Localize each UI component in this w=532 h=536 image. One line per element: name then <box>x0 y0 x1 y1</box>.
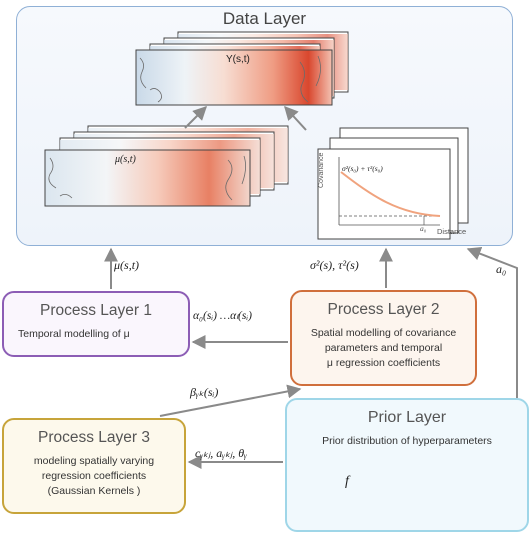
y-map-label: Y(s,t) <box>226 54 250 65</box>
process-layer-3-description: modeling spatially varying regression co… <box>4 454 184 499</box>
edge-label-prior-params: cᵧₖⱼ, aᵧₖⱼ, θᵧ <box>195 446 247 460</box>
process-layer-1-title: Process Layer 1 <box>40 302 152 319</box>
edge-label-sigma-tau: σ²(s), τ²(s) <box>310 258 359 272</box>
y-map-front <box>135 49 333 106</box>
variogram-curve <box>340 171 441 217</box>
variogram-ylabel: Covariance <box>318 152 325 188</box>
arrow-variogram-to-y <box>284 105 307 131</box>
process-layer-3-desc-line: modeling spatially varying <box>33 455 155 467</box>
process-layer-3-desc-line: (Gaussian Kernels ) <box>47 485 141 497</box>
edge-label-a0: a₀ <box>496 262 507 276</box>
prior-layer-description: Prior distribution of hyperparameters <box>322 435 492 447</box>
edge-label-alpha: α₀(sᵢ) …αₗ(sᵢ) <box>193 310 252 322</box>
process-layer-1-description: Temporal modelling of μ <box>18 328 130 340</box>
density-label: f <box>345 474 349 489</box>
mu-map-front <box>44 149 251 207</box>
process-layer-1-box: Process Layer 1 Temporal modelling of μ <box>2 291 190 357</box>
process-layer-3-box: Process Layer 3 modeling spatially varyi… <box>2 418 186 514</box>
variogram-tick-label: a₀ <box>420 224 427 233</box>
process-layer-2-desc-line: parameters and temporal <box>324 342 443 354</box>
process-layer-3-title: Process Layer 3 <box>38 429 150 446</box>
process-layer-3-desc-line: regression coefficients <box>41 470 147 482</box>
variogram-curve-label: σ²(s₀) + τ²(s₀) <box>342 164 383 173</box>
y-map-stack <box>135 31 349 106</box>
variogram-stack <box>317 127 469 240</box>
edge-label-mu: μ(s,t) <box>114 258 140 272</box>
mu-map-label: μ(s,t) <box>115 154 136 165</box>
process-layer-2-title: Process Layer 2 <box>327 301 440 318</box>
arrow-prior-to-data <box>466 247 518 398</box>
prior-layer-title: Prior Layer <box>367 409 447 426</box>
process-layer-2-desc-line: Spatial modelling of covariance <box>310 327 457 339</box>
arrow-mu-to-y <box>184 106 207 129</box>
variogram-xlabel: Distance <box>437 227 467 236</box>
prior-layer-box: Prior Layer Prior distribution of hyperp… <box>285 398 529 532</box>
process-layer-2-box: Process Layer 2 Spatial modelling of cov… <box>290 290 477 386</box>
data-layer-title: Data Layer <box>222 9 307 28</box>
edge-label-beta: βᵧₖ(sᵢ) <box>190 385 219 399</box>
process-layer-2-description: Spatial modelling of covariance paramete… <box>292 326 475 371</box>
process-layer-2-desc-line: μ regression coefficients <box>326 357 441 369</box>
mu-map-stack <box>44 125 289 207</box>
arrow-pl3-to-pl2 <box>159 384 302 417</box>
